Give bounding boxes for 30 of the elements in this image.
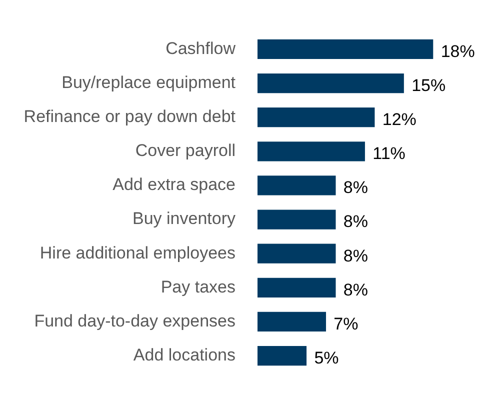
data-label: 5% xyxy=(314,348,339,368)
bar xyxy=(258,108,375,128)
data-label: 8% xyxy=(343,280,368,300)
bar xyxy=(258,142,365,162)
data-label: 8% xyxy=(343,178,368,198)
y-tick-label: Refinance or pay down debt xyxy=(24,107,236,126)
data-label: 15% xyxy=(412,76,446,95)
y-tick-label: Add extra space xyxy=(112,175,236,194)
bar xyxy=(258,39,434,60)
bar xyxy=(258,73,404,94)
bar xyxy=(258,346,307,366)
data-label: 12% xyxy=(382,110,416,130)
bar xyxy=(258,278,336,298)
data-label: 8% xyxy=(343,212,368,232)
bar xyxy=(258,312,326,332)
y-tick-label: Buy inventory xyxy=(132,209,236,228)
bar xyxy=(258,210,336,230)
y-tick-label: Buy/replace equipment xyxy=(62,72,236,92)
data-label: 7% xyxy=(334,314,358,334)
y-tick-label: Cashflow xyxy=(166,38,236,58)
y-tick-label: Cover payroll xyxy=(135,141,236,160)
y-tick-label: Pay taxes xyxy=(160,277,236,296)
data-label: 18% xyxy=(440,42,475,61)
bar xyxy=(258,176,336,196)
y-tick-label: Add locations xyxy=(133,345,236,364)
data-label: 11% xyxy=(372,144,406,164)
bar xyxy=(258,244,336,264)
y-tick-label: Hire additional employees xyxy=(40,243,236,262)
data-label: 8% xyxy=(343,246,368,266)
y-tick-label: Fund day-to-day expenses xyxy=(34,311,236,330)
